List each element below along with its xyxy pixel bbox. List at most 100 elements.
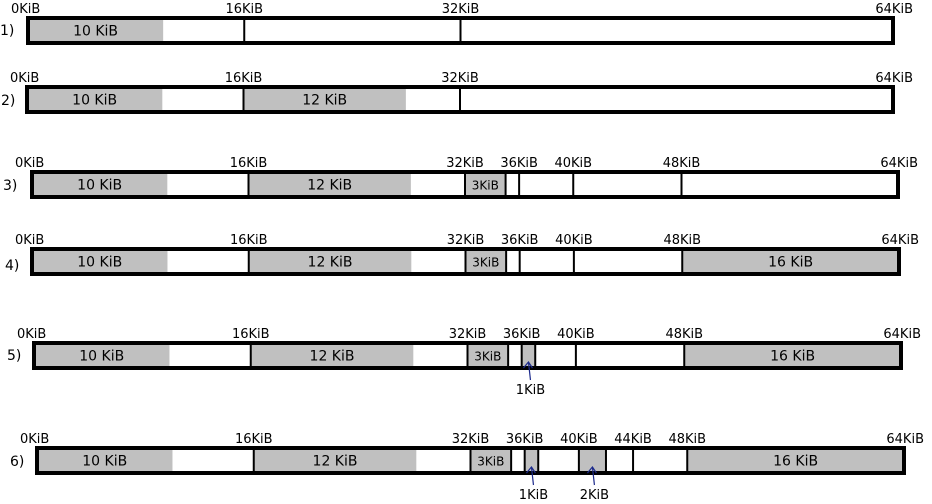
- block-size-label: 3KiB: [477, 455, 504, 469]
- tick-label: 0KiB: [20, 432, 49, 447]
- tick-label: 40KiB: [560, 432, 598, 447]
- tick-label: 64KiB: [880, 156, 918, 171]
- allocated-block: [687, 448, 904, 473]
- tick-label: 0KiB: [15, 156, 44, 171]
- block-size-label: 3KiB: [474, 350, 501, 364]
- row-label: 5): [7, 348, 21, 364]
- memory-row: 3) 10 KiB 12 KiB 3KiB 0KiB 16KiB 32KiB 36KiB 40K…: [3, 156, 918, 199]
- tick-label: 32KiB: [441, 71, 479, 86]
- block-size-label: 10 KiB: [79, 349, 124, 365]
- tick-label: 40KiB: [555, 233, 593, 248]
- memory-row: 2) 10 KiB 12 KiB 0KiB 16KiB 32KiB 64KiB: [1, 71, 913, 114]
- block-size-label: 10 KiB: [82, 454, 127, 470]
- tick-label: 36KiB: [506, 432, 544, 447]
- tick-label: 32KiB: [446, 156, 484, 171]
- tick-label: 16KiB: [225, 71, 263, 86]
- tick-label: 16KiB: [235, 432, 273, 447]
- allocated-block: [465, 172, 506, 197]
- row-label: 1): [0, 23, 14, 39]
- row-label: 2): [1, 93, 15, 109]
- memory-row: 4) 10 KiB 12 KiB 3KiB 16 KiB 0KiB 16KiB 32KiB 36…: [5, 233, 919, 276]
- tick-label: 0KiB: [15, 233, 44, 248]
- tick-label: 48KiB: [668, 432, 706, 447]
- tick-label: 40KiB: [554, 156, 592, 171]
- block-size-label: 3KiB: [472, 179, 499, 193]
- memory-row: 6) 10 KiB 12 KiB 3KiB 16 KiB 0KiB 16KiB 32KiB 36…: [10, 432, 924, 503]
- tick-label: 36KiB: [501, 233, 539, 248]
- allocated-block: [684, 343, 901, 368]
- memory-bar-outline: [26, 16, 895, 45]
- annotation-label: 2KiB: [580, 488, 609, 503]
- tick-label: 64KiB: [881, 233, 919, 248]
- tick-label: 36KiB: [503, 327, 541, 342]
- block-size-label: 10 KiB: [77, 255, 122, 271]
- allocated-block: [465, 249, 507, 274]
- memory-bar-outline: [35, 446, 906, 475]
- allocated-block: [28, 18, 164, 43]
- tick-label: 32KiB: [447, 233, 485, 248]
- tick-label: 0KiB: [11, 2, 40, 17]
- allocated-block: [467, 343, 509, 368]
- allocated-block: [524, 448, 539, 473]
- memory-bar-outline: [32, 341, 903, 370]
- allocated-block: [27, 87, 163, 112]
- block-size-label: 12 KiB: [308, 255, 353, 271]
- tick-label: 0KiB: [17, 327, 46, 342]
- allocated-block: [248, 249, 412, 274]
- block-size-label: 10 KiB: [77, 178, 122, 194]
- allocated-block: [32, 249, 168, 274]
- allocated-block: [253, 448, 417, 473]
- annotation-arrow: [523, 360, 533, 381]
- annotation-label: 1KiB: [519, 488, 548, 503]
- tick-label: 0KiB: [10, 71, 39, 86]
- tick-label: 48KiB: [663, 233, 701, 248]
- tick-label: 48KiB: [663, 156, 701, 171]
- tick-label: 64KiB: [875, 71, 913, 86]
- block-size-label: 12 KiB: [307, 178, 352, 194]
- allocated-block: [521, 343, 536, 368]
- memory-row: 1) 10 KiB 0KiB 16KiB 32KiB 64KiB: [0, 2, 913, 45]
- allocated-block: [243, 87, 406, 112]
- tick-label: 16KiB: [232, 327, 270, 342]
- block-size-label: 10 KiB: [72, 93, 117, 109]
- row-label: 3): [3, 178, 17, 194]
- block-size-label: 12 KiB: [313, 454, 358, 470]
- allocated-block: [248, 172, 411, 197]
- memory-bar-outline: [30, 247, 901, 276]
- allocated-block: [682, 249, 899, 274]
- block-size-label: 12 KiB: [302, 93, 347, 109]
- tick-label: 40KiB: [557, 327, 595, 342]
- tick-label: 36KiB: [500, 156, 538, 171]
- annotation-arrow: [586, 465, 597, 486]
- allocated-block: [37, 448, 173, 473]
- tick-label: 32KiB: [452, 432, 490, 447]
- block-size-label: 12 KiB: [310, 349, 355, 365]
- annotation-arrow: [526, 465, 536, 486]
- tick-label: 32KiB: [449, 327, 487, 342]
- block-size-label: 16 KiB: [770, 349, 815, 365]
- block-size-label: 3KiB: [472, 256, 499, 270]
- row-label: 4): [5, 258, 19, 274]
- tick-label: 64KiB: [886, 432, 924, 447]
- tick-label: 64KiB: [875, 2, 913, 17]
- tick-label: 64KiB: [883, 327, 921, 342]
- block-size-label: 16 KiB: [768, 255, 813, 271]
- tick-label: 32KiB: [442, 2, 480, 17]
- allocated-block: [250, 343, 414, 368]
- annotation-label: 1KiB: [516, 383, 545, 398]
- tick-label: 16KiB: [225, 2, 263, 17]
- allocated-block: [32, 172, 168, 197]
- memory-bar-outline: [25, 85, 895, 114]
- row-label: 6): [10, 454, 24, 470]
- tick-label: 48KiB: [665, 327, 703, 342]
- block-size-label: 16 KiB: [773, 454, 818, 470]
- memory-bar-outline: [30, 170, 900, 199]
- block-size-label: 10 KiB: [73, 24, 118, 40]
- tick-label: 44KiB: [614, 432, 652, 447]
- allocated-block: [34, 343, 170, 368]
- tick-label: 16KiB: [230, 156, 268, 171]
- memory-row: 5) 10 KiB 12 KiB 3KiB 16 KiB 0KiB 16KiB 32KiB 36…: [7, 327, 921, 398]
- tick-label: 16KiB: [230, 233, 268, 248]
- allocated-block: [470, 448, 512, 473]
